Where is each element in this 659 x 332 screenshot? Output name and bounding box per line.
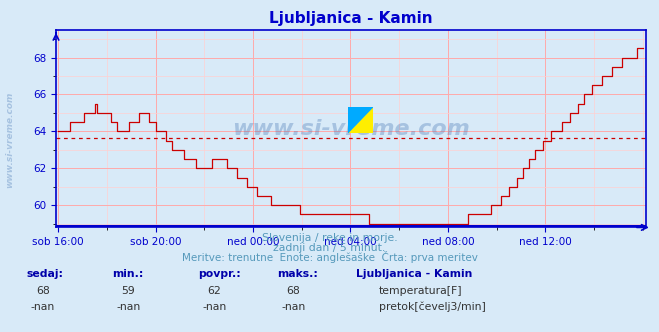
- Text: zadnji dan / 5 minut.: zadnji dan / 5 minut.: [273, 243, 386, 253]
- Text: maks.:: maks.:: [277, 269, 318, 279]
- Text: 62: 62: [208, 286, 221, 296]
- Text: min.:: min.:: [112, 269, 144, 279]
- Text: -nan: -nan: [202, 302, 226, 312]
- Title: Ljubljanica - Kamin: Ljubljanica - Kamin: [269, 11, 433, 26]
- Text: 59: 59: [122, 286, 135, 296]
- Text: sedaj:: sedaj:: [26, 269, 63, 279]
- Text: pretok[čevelj3/min]: pretok[čevelj3/min]: [379, 302, 486, 312]
- Text: www.si-vreme.com: www.si-vreme.com: [5, 91, 14, 188]
- Text: temperatura[F]: temperatura[F]: [379, 286, 463, 296]
- Text: 68: 68: [287, 286, 300, 296]
- Text: -nan: -nan: [31, 302, 55, 312]
- Text: 68: 68: [36, 286, 49, 296]
- Text: povpr.:: povpr.:: [198, 269, 241, 279]
- Text: Slovenija / reke in morje.: Slovenija / reke in morje.: [262, 233, 397, 243]
- Text: -nan: -nan: [117, 302, 140, 312]
- Text: Meritve: trenutne  Enote: anglešaške  Črta: prva meritev: Meritve: trenutne Enote: anglešaške Črta…: [182, 251, 477, 263]
- Text: Ljubljanica - Kamin: Ljubljanica - Kamin: [356, 269, 473, 279]
- Text: www.si-vreme.com: www.si-vreme.com: [232, 119, 470, 139]
- Text: -nan: -nan: [281, 302, 305, 312]
